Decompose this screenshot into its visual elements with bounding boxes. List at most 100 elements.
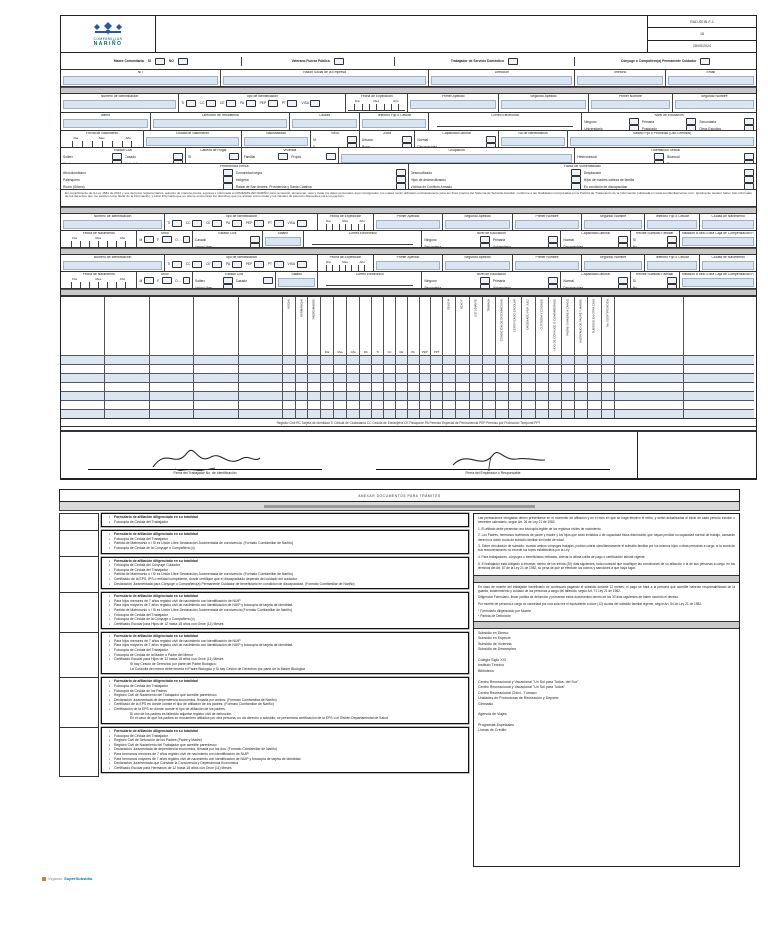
table-cell[interactable] [295, 373, 308, 382]
table-cell[interactable] [105, 355, 149, 364]
date-cell[interactable] [107, 240, 117, 247]
checkbox[interactable] [273, 260, 284, 268]
table-cell[interactable] [360, 373, 372, 382]
table-cell[interactable] [419, 400, 431, 409]
table-cell[interactable] [395, 400, 407, 409]
checkbox[interactable] [173, 160, 184, 163]
table-cell[interactable] [372, 400, 384, 409]
checkbox[interactable] [346, 143, 357, 147]
table-cell[interactable] [395, 373, 407, 382]
table-cell[interactable] [522, 355, 535, 364]
table-cell[interactable] [295, 400, 308, 409]
table-cell[interactable] [320, 400, 334, 409]
checkbox[interactable] [479, 236, 490, 244]
table-cell[interactable] [509, 409, 522, 418]
checkbox[interactable] [479, 284, 490, 288]
input-field[interactable] [410, 100, 496, 110]
table-cell[interactable] [495, 400, 509, 409]
table-cell[interactable] [395, 409, 407, 418]
checkbox[interactable] [617, 284, 628, 288]
checkbox[interactable] [162, 277, 173, 285]
input-field[interactable] [500, 100, 587, 110]
table-cell[interactable] [456, 391, 469, 400]
checkbox[interactable] [743, 153, 754, 161]
table-cell[interactable] [384, 364, 395, 373]
table-cell[interactable] [561, 409, 575, 418]
table-cell[interactable] [601, 382, 614, 391]
table-cell[interactable] [360, 400, 372, 409]
table-cell[interactable] [149, 382, 194, 391]
table-cell[interactable] [347, 382, 360, 391]
table-cell[interactable] [684, 391, 754, 400]
table-cell[interactable] [334, 409, 347, 418]
checkbox[interactable] [617, 277, 628, 285]
table-cell[interactable] [443, 400, 456, 409]
checkbox[interactable] [479, 243, 490, 247]
table-cell[interactable] [482, 391, 495, 400]
date-cell[interactable] [332, 264, 339, 271]
input-field[interactable] [312, 238, 414, 245]
table-cell[interactable] [431, 409, 443, 418]
table-cell[interactable] [407, 355, 419, 364]
table-cell[interactable] [61, 373, 105, 382]
checkbox[interactable] [548, 243, 559, 247]
table-cell[interactable] [522, 400, 535, 409]
table-cell[interactable] [419, 364, 431, 373]
table-cell[interactable] [431, 364, 443, 373]
table-cell[interactable] [347, 391, 360, 400]
table-cell[interactable] [469, 409, 482, 418]
date-cell[interactable] [101, 140, 112, 147]
table-cell[interactable] [601, 400, 614, 409]
table-cell[interactable] [419, 409, 431, 418]
checkbox[interactable] [287, 99, 298, 107]
checkbox[interactable] [212, 219, 223, 227]
checkbox[interactable] [144, 277, 155, 285]
table-cell[interactable] [384, 409, 395, 418]
date-cell[interactable] [357, 264, 365, 271]
table-cell[interactable] [443, 409, 456, 418]
input-field[interactable] [702, 261, 754, 271]
table-cell[interactable] [601, 355, 614, 364]
table-cell[interactable] [495, 409, 509, 418]
table-cell[interactable] [407, 364, 419, 373]
table-cell[interactable] [295, 364, 308, 373]
checkbox[interactable] [191, 260, 202, 268]
date-cell[interactable] [80, 281, 90, 288]
input-field[interactable] [63, 76, 218, 86]
table-cell[interactable] [372, 382, 384, 391]
input-field[interactable] [646, 220, 698, 230]
date-cell[interactable] [364, 223, 371, 230]
date-cell[interactable] [98, 281, 108, 288]
table-cell[interactable] [684, 373, 754, 382]
table-cell[interactable] [407, 373, 419, 382]
input-field[interactable] [667, 76, 754, 86]
table-cell[interactable] [588, 355, 601, 364]
date-cell[interactable] [383, 103, 391, 111]
checkbox[interactable] [743, 125, 754, 130]
input-field[interactable] [681, 237, 754, 247]
table-cell[interactable] [469, 364, 482, 373]
input-field[interactable] [243, 137, 309, 147]
table-cell[interactable] [149, 373, 194, 382]
table-cell[interactable] [384, 373, 395, 382]
input-field[interactable] [153, 119, 288, 129]
table-cell[interactable] [372, 409, 384, 418]
checkbox[interactable] [222, 284, 233, 288]
input-field[interactable] [292, 119, 357, 129]
date-cell[interactable] [332, 223, 339, 230]
checkbox[interactable] [617, 243, 628, 247]
table-cell[interactable] [509, 355, 522, 364]
table-cell[interactable] [407, 400, 419, 409]
date-cell[interactable] [63, 282, 72, 288]
table-cell[interactable] [105, 391, 149, 400]
date-cell[interactable] [89, 281, 99, 288]
checkbox[interactable] [666, 284, 677, 288]
table-cell[interactable] [548, 382, 561, 391]
table-cell[interactable] [372, 391, 384, 400]
input-field[interactable] [375, 220, 441, 230]
table-cell[interactable] [522, 364, 535, 373]
table-cell[interactable] [61, 364, 105, 373]
date-cell[interactable] [344, 223, 352, 230]
table-cell[interactable] [548, 373, 561, 382]
table-cell[interactable] [431, 355, 443, 364]
